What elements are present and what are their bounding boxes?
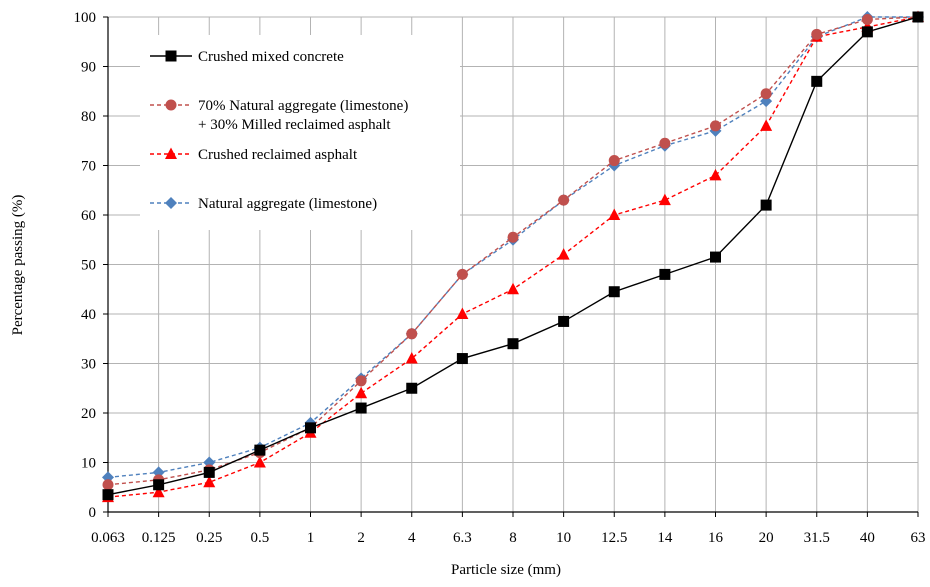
data-point	[558, 315, 570, 327]
data-point	[608, 155, 620, 167]
x-tick-label: 0.25	[196, 530, 222, 546]
data-point	[608, 208, 621, 220]
data-point	[507, 282, 519, 295]
x-tick-label: 2	[357, 530, 365, 546]
x-tick-label: 6.3	[453, 530, 472, 546]
data-point	[861, 13, 873, 25]
data-point	[456, 307, 469, 319]
data-point	[760, 119, 773, 131]
data-point	[405, 352, 418, 364]
data-point	[102, 489, 114, 501]
x-tick-label: 16	[708, 530, 724, 546]
axes	[103, 16, 919, 517]
y-tick-label: 80	[81, 109, 96, 125]
data-point	[912, 11, 924, 23]
data-point	[659, 137, 671, 149]
data-point	[153, 479, 165, 491]
data-point	[811, 28, 823, 40]
legend-marker	[165, 50, 177, 62]
x-tick-label: 14	[657, 530, 673, 546]
x-tick-label: 40	[860, 530, 875, 546]
legend-background	[140, 35, 460, 230]
data-point	[203, 466, 215, 478]
y-tick-label: 50	[81, 258, 96, 274]
legend-label: 70% Natural aggregate (limestone)	[198, 98, 408, 114]
y-tick-label: 40	[81, 307, 96, 323]
data-point	[102, 479, 114, 491]
y-tick-label: 70	[81, 159, 96, 175]
y-tick-label: 20	[81, 406, 96, 422]
data-point	[710, 251, 721, 263]
x-tick-label: 12.5	[601, 530, 627, 546]
legend-label: Crushed reclaimed asphalt	[198, 147, 358, 163]
legend: Crushed mixed concrete 70% Natural aggreg…	[140, 35, 460, 230]
data-point	[709, 168, 722, 181]
series-layer	[102, 10, 924, 503]
x-tick-label: 8	[509, 530, 517, 546]
legend-marker	[165, 99, 177, 111]
data-point	[659, 268, 671, 280]
data-point	[811, 75, 823, 87]
data-point	[305, 422, 316, 434]
y-tick-label: 90	[81, 60, 96, 76]
data-point	[203, 475, 216, 488]
series-0	[102, 11, 924, 501]
data-point	[658, 193, 671, 206]
legend-entry-2: Crushed reclaimed asphalt	[150, 147, 358, 163]
data-point	[507, 338, 519, 350]
data-point	[254, 444, 266, 456]
data-point	[558, 194, 570, 206]
y-tick-label: 30	[81, 357, 96, 373]
legend-label: Crushed mixed concrete	[198, 49, 344, 65]
data-point	[507, 231, 519, 243]
x-tick-label: 31.5	[804, 530, 830, 546]
x-tick-label: 63	[911, 530, 926, 546]
legend-label: Natural aggregate (limestone)	[198, 196, 377, 212]
data-point	[710, 120, 721, 132]
data-point	[406, 382, 418, 394]
data-point	[456, 268, 468, 280]
y-tick-label: 100	[74, 10, 97, 26]
y-tick-label: 10	[81, 456, 96, 472]
data-point	[406, 328, 418, 340]
data-point	[760, 199, 772, 211]
data-point	[355, 375, 367, 387]
x-tick-label: 10	[556, 530, 571, 546]
y-tick-label: 60	[81, 208, 96, 224]
x-tick-label: 0.125	[142, 530, 176, 546]
legend-marker	[165, 197, 177, 209]
x-tick-label: 0.063	[91, 530, 125, 546]
tick-labels: 0 10 20 30 40 50 60 70 80 90 100 0.063 0.125 0.25 0.5 1…	[74, 10, 926, 546]
data-point	[355, 386, 368, 399]
x-tick-label: 1	[307, 530, 315, 546]
legend-entry-0: Crushed mixed concrete	[150, 49, 344, 65]
x-axis-label: Particle size (mm)	[451, 562, 561, 578]
x-tick-label: 4	[408, 530, 416, 546]
y-tick-label: 0	[89, 505, 97, 521]
data-point	[608, 286, 620, 298]
x-tick-label: 20	[759, 530, 774, 546]
data-point	[557, 248, 570, 260]
data-point	[253, 456, 266, 468]
data-point	[760, 88, 772, 100]
data-point	[152, 485, 165, 498]
legend-label-line2: + 30% Milled reclaimed asphalt	[198, 117, 391, 133]
x-tick-label: 0.5	[251, 530, 270, 546]
data-point	[355, 402, 367, 414]
legend-entry-3: Natural aggregate (limestone)	[150, 196, 377, 212]
data-point	[861, 26, 873, 38]
y-axis-label: Percentage passing (%)	[10, 195, 26, 336]
data-point	[456, 353, 468, 365]
legend-entry-1: 70% Natural aggregate (limestone) + 30% M…	[150, 98, 408, 133]
legend-marker	[165, 147, 177, 159]
